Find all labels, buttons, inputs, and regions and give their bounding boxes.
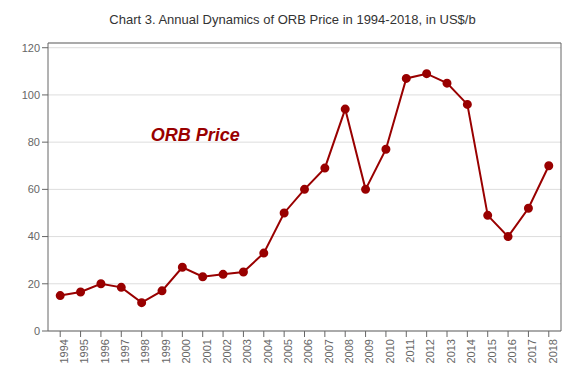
svg-text:2013: 2013: [445, 339, 457, 363]
svg-text:100: 100: [22, 89, 40, 101]
svg-text:ORB Price: ORB Price: [151, 125, 240, 145]
svg-text:2017: 2017: [526, 339, 538, 363]
svg-text:1997: 1997: [119, 339, 131, 363]
svg-text:2014: 2014: [465, 339, 477, 363]
svg-text:2018: 2018: [547, 339, 559, 363]
svg-text:80: 80: [28, 136, 40, 148]
svg-text:2010: 2010: [384, 339, 396, 363]
svg-text:2004: 2004: [262, 339, 274, 363]
svg-text:2002: 2002: [221, 339, 233, 363]
svg-text:2000: 2000: [180, 339, 192, 363]
svg-text:2003: 2003: [241, 339, 253, 363]
svg-text:60: 60: [28, 183, 40, 195]
svg-text:2011: 2011: [404, 339, 416, 363]
svg-text:20: 20: [28, 278, 40, 290]
svg-text:2007: 2007: [323, 339, 335, 363]
svg-text:2012: 2012: [424, 339, 436, 363]
svg-text:1999: 1999: [160, 339, 172, 363]
svg-text:2009: 2009: [363, 339, 375, 363]
svg-text:2001: 2001: [201, 339, 213, 363]
svg-text:1998: 1998: [139, 339, 151, 363]
svg-text:2008: 2008: [343, 339, 355, 363]
svg-text:2016: 2016: [506, 339, 518, 363]
html-text:Chart 3. Annual Dynamics of OR: Chart 3. Annual Dynamics of ORB Price in…: [109, 12, 476, 27]
svg-text:40: 40: [28, 230, 40, 242]
svg-text:2015: 2015: [486, 339, 498, 363]
svg-text:1994: 1994: [58, 339, 70, 363]
svg-text:0: 0: [34, 325, 40, 337]
svg-text:2005: 2005: [282, 339, 294, 363]
svg-text:120: 120: [22, 42, 40, 54]
svg-text:1996: 1996: [99, 339, 111, 363]
svg-text:1995: 1995: [78, 339, 90, 363]
svg-text:2006: 2006: [302, 339, 314, 363]
